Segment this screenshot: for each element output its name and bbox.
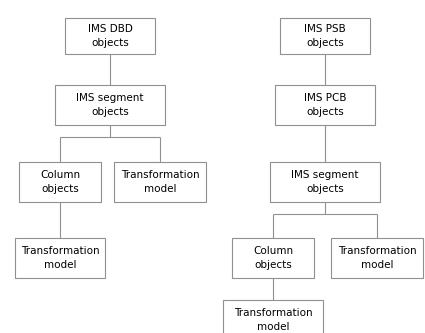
Text: Transformation
model: Transformation model: [234, 308, 312, 332]
Bar: [280, 18, 370, 54]
Text: IMS segment
objects: IMS segment objects: [291, 170, 359, 193]
Text: Column
objects: Column objects: [40, 170, 80, 193]
Text: Transformation
model: Transformation model: [338, 246, 416, 270]
Bar: [114, 162, 206, 202]
Text: Transformation
model: Transformation model: [21, 246, 99, 270]
Text: Transformation
model: Transformation model: [121, 170, 199, 193]
Text: IMS PSB
objects: IMS PSB objects: [304, 24, 346, 48]
Text: IMS PCB
objects: IMS PCB objects: [304, 93, 346, 117]
Bar: [270, 162, 380, 202]
Text: IMS segment
objects: IMS segment objects: [76, 93, 144, 117]
Bar: [331, 238, 423, 278]
Bar: [65, 18, 155, 54]
Bar: [275, 85, 375, 125]
Bar: [55, 85, 165, 125]
Bar: [223, 300, 323, 333]
Text: IMS DBD
objects: IMS DBD objects: [88, 24, 133, 48]
Bar: [19, 162, 101, 202]
Bar: [15, 238, 105, 278]
Bar: [232, 238, 314, 278]
Text: Column
objects: Column objects: [253, 246, 293, 270]
